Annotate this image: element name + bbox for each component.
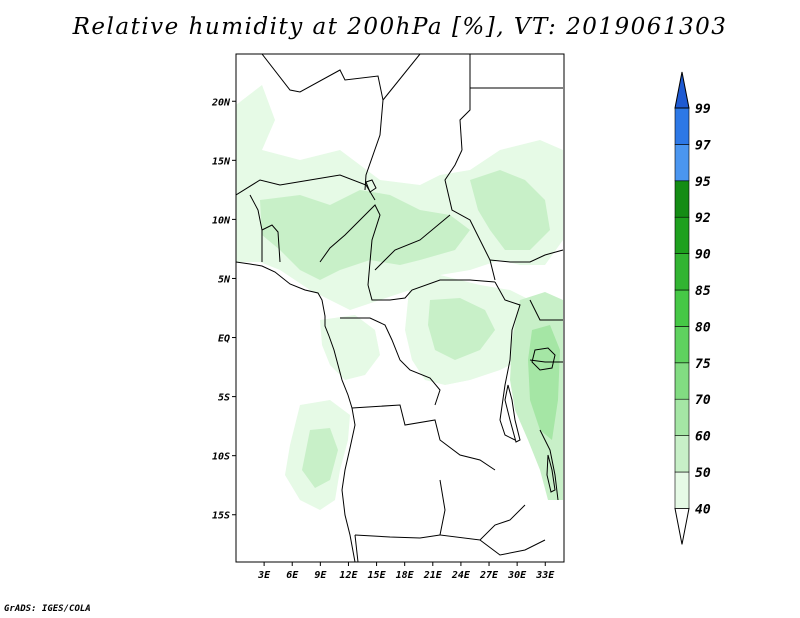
humidity-shading [236,85,563,510]
border-drc-east [494,281,521,441]
lon-tick-label: 21E [423,570,443,581]
border-cameroon-car [367,279,496,301]
border-sudan-south [489,249,564,263]
lat-tick-label: 15N [212,156,231,167]
lon-tick-label: 27E [479,570,499,581]
border-east-africa [529,299,563,321]
lat-tick-label: 10N [212,215,231,226]
border-zimbabwe [479,539,546,556]
lake-chad [365,179,377,193]
colorbar-swatch [674,326,690,364]
country-borders [236,54,564,562]
border-guinea [249,194,263,262]
lon-tick-label: 24E [451,570,471,581]
colorbar-label: 40 [695,502,711,517]
lon-tick-label: 3E [257,570,271,581]
colorbar-label: 99 [695,102,711,117]
colorbar-swatch [674,471,690,509]
credit-text: GrADS: IGES/COLA [4,604,91,614]
colorbar-swatch [674,398,690,436]
humidity-region-south-atlantic-2 [302,428,338,488]
border-libya-chad [459,54,471,151]
border-chad-car [374,214,451,271]
colorbar-label: 85 [695,284,711,299]
lat-tick-label: 10S [212,452,230,463]
map-title: Relative humidity at 200hPa [%], VT: 201… [72,14,728,40]
lon-tick-label: 33E [535,570,555,581]
colorbar-swatch [674,180,690,218]
lake-tanganyika [504,384,521,443]
humidity-region-east-africa-inner [528,325,560,440]
colorbar-label: 75 [695,357,711,372]
colorbar-label: 60 [695,430,711,445]
lat-tick-label: EQ [218,334,230,345]
colorbar-swatch [674,362,690,400]
border-sahel-east [236,174,376,201]
humidity-region-congo-strong [428,298,495,360]
border-niger-libya [382,54,421,101]
lon-tick-label: 15E [368,570,387,581]
lon-tick-label: 30E [507,570,527,581]
lon-tick-label: 18E [396,570,415,581]
border-namibia [354,534,359,562]
border-congo [340,317,441,406]
map-frame [235,53,565,563]
humidity-region-gabon [320,315,380,380]
colorbar-swatch [674,435,690,473]
border-drc-angola [351,404,496,471]
lon-tick-label: 9E [314,570,327,581]
longitude-axis: 3E 6E 9E 12E 15E 18E 21E 24E 27E 30E 33E [257,562,555,581]
colorbar-label: 80 [695,320,711,335]
lon-tick-label: 12E [339,570,358,581]
lat-tick-label: 5N [218,274,231,285]
colorbar-swatch [674,253,690,291]
colorbar-label: 97 [695,138,711,153]
colorbar-label: 95 [695,175,711,190]
colorbar-swatch [674,144,690,182]
border-malawi [539,429,559,501]
colorbar-upper-arrow [674,71,690,109]
border-nigeria [319,204,381,286]
colorbar-swatch [674,216,690,254]
lake-victoria [531,347,556,371]
lake-malawi [546,454,556,493]
colorbar-label: 70 [695,393,711,408]
colorbar: 40 50 60 70 75 80 85 90 92 95 97 99 [674,71,711,545]
colorbar-label: 90 [695,248,711,263]
border-tanzania [529,359,563,363]
lat-tick-label: 5S [218,393,230,404]
colorbar-label: 92 [695,211,711,226]
colorbar-lower-arrow [674,507,690,545]
border-mali-algeria [261,54,384,191]
border-zambia [439,479,526,541]
humidity-region-sahel-strong-2 [470,170,550,250]
border-ivory [261,224,281,263]
coastline-west [236,261,356,562]
colorbar-swatch [674,107,690,145]
lon-tick-label: 6E [286,570,299,581]
colorbar-swatch [674,289,690,327]
border-angola-south [354,534,441,539]
lat-tick-label: 15S [212,511,230,522]
lat-tick-label: 20N [211,97,231,108]
colorbar-label: 50 [695,466,711,481]
latitude-axis: 20N 15N 10N 5N EQ 5S 10S 15S [211,97,236,522]
humidity-region-sahel-strong [260,190,470,280]
